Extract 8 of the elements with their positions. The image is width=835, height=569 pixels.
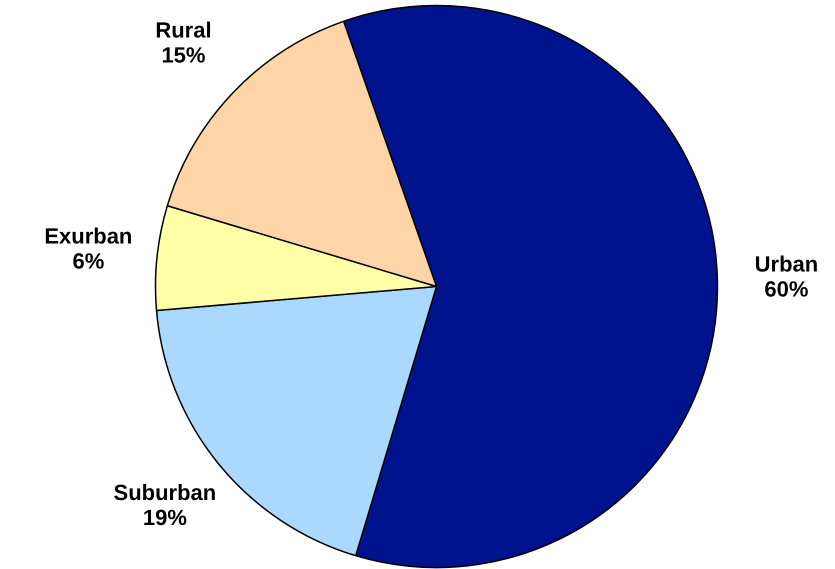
data-label: 19%: [142, 505, 187, 530]
slice-label: Rural: [155, 18, 212, 43]
slice-label: Urban: [754, 252, 818, 277]
slice-label: Exurban: [44, 224, 132, 249]
data-label: 60%: [764, 276, 808, 302]
slice-label: Suburban: [114, 480, 216, 506]
data-label: 6%: [72, 248, 104, 274]
data-label: 15%: [161, 42, 206, 68]
